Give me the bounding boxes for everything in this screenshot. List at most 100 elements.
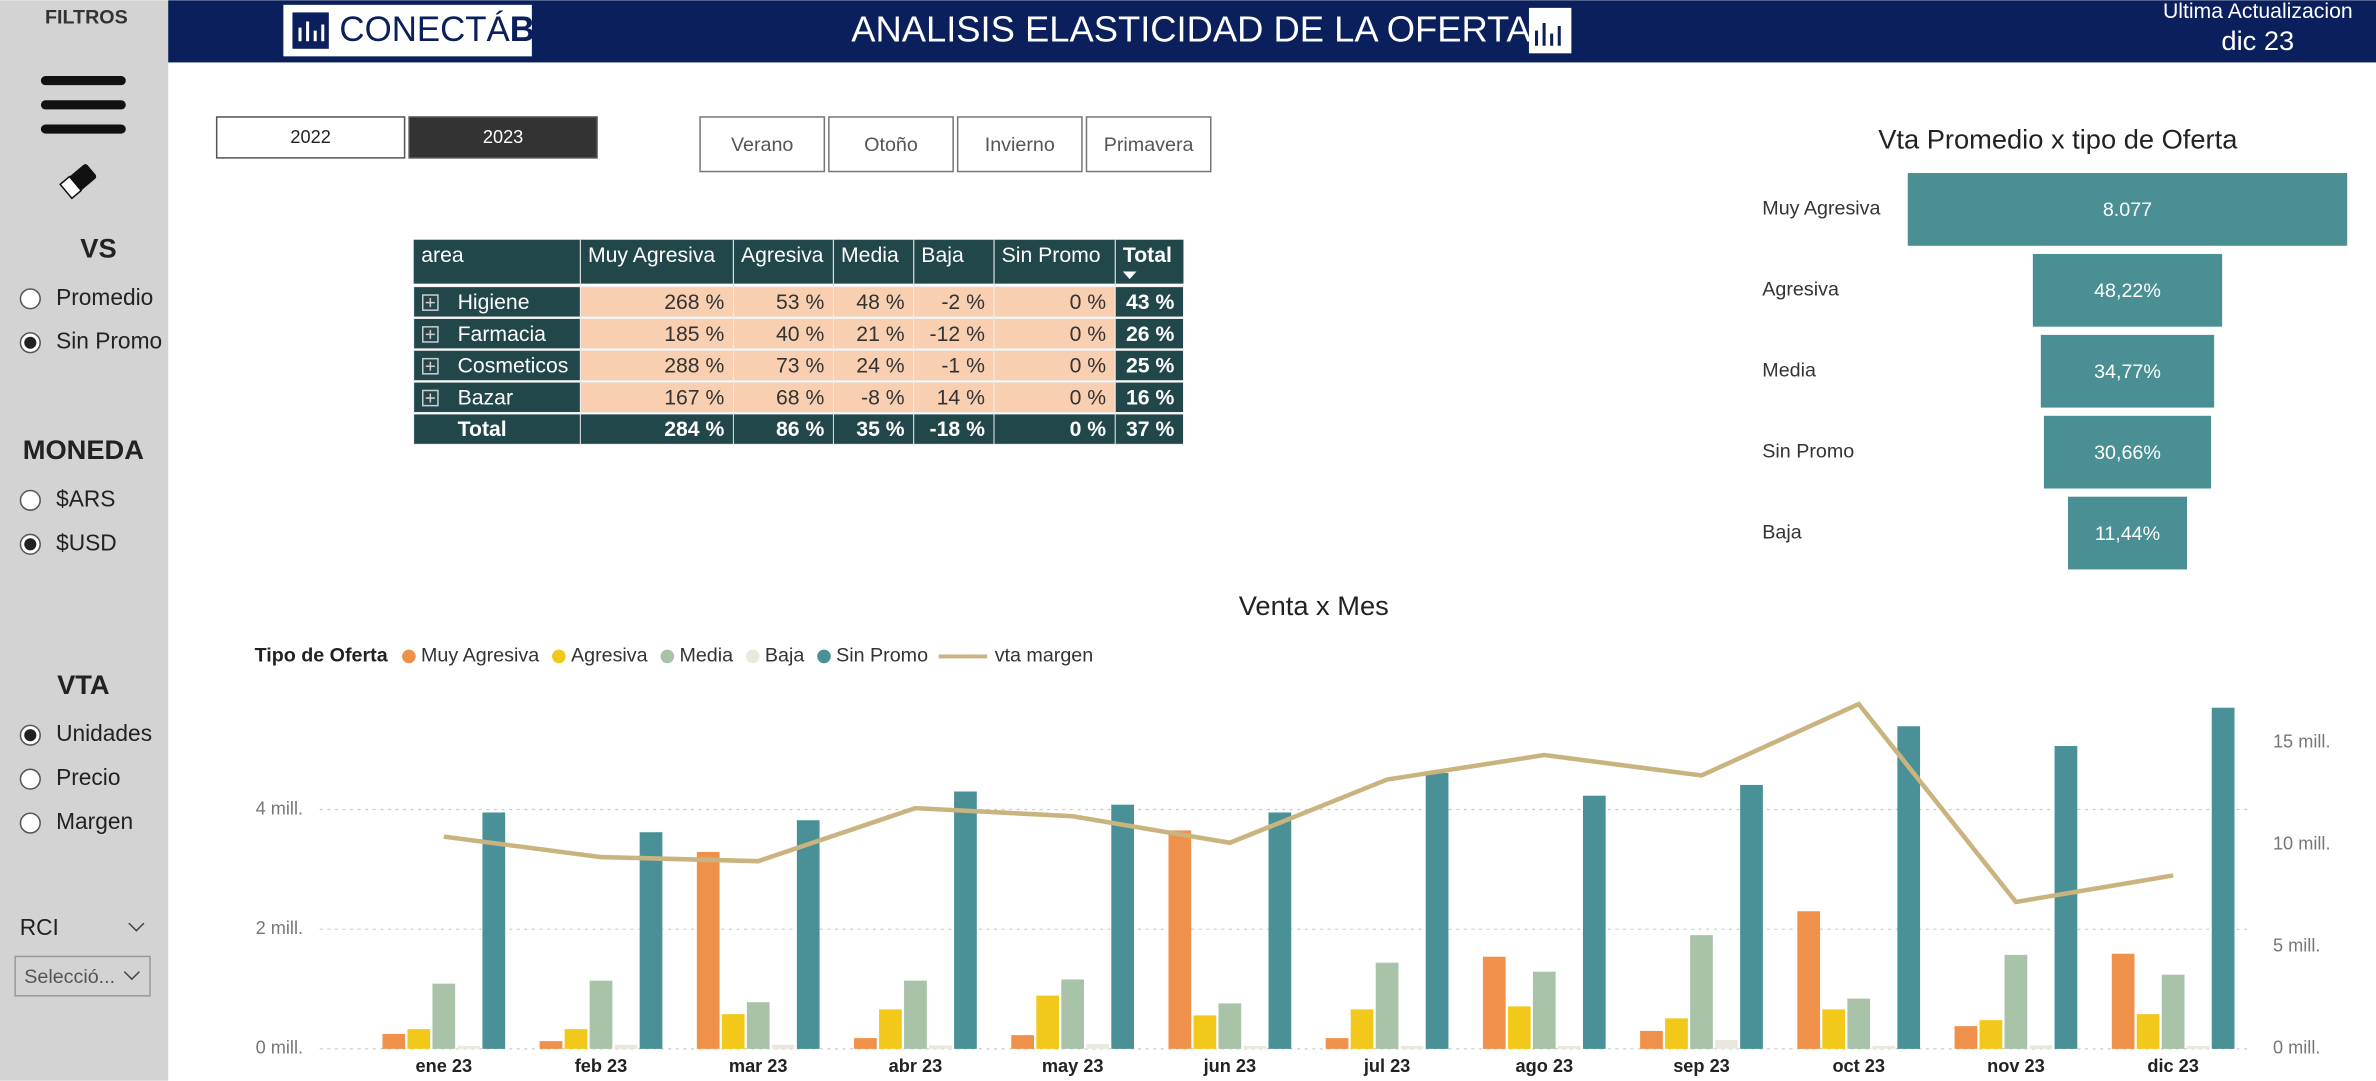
table-row-label: Farmacia [458, 323, 547, 346]
table-cell [413, 318, 581, 350]
radio-button[interactable] [19, 288, 41, 310]
season-button[interactable] [956, 116, 1083, 173]
bar [2211, 707, 2235, 1049]
legend-marker [402, 649, 416, 664]
table-value: 0 % [1070, 291, 1107, 314]
radio-label[interactable]: Precio [56, 764, 120, 790]
year-label: 2023 [483, 127, 523, 147]
bar [382, 1033, 406, 1049]
table-value: 268 % [664, 291, 724, 314]
funnel-value-label: 8.077 [2103, 199, 2152, 221]
menu-icon[interactable] [40, 76, 126, 134]
x-tick-label: feb 23 [575, 1056, 628, 1076]
bar [1872, 1045, 1896, 1049]
table-cell [993, 413, 1116, 445]
table-header: Total [1123, 244, 1172, 267]
radio-label[interactable]: $USD [56, 529, 117, 555]
table-value: 14 % [937, 386, 985, 409]
filter-group-title: VS [80, 233, 116, 264]
radio-label[interactable]: Promedio [56, 284, 153, 310]
table-header: Muy Agresiva [588, 244, 715, 267]
year-button[interactable] [408, 116, 598, 159]
line-series [443, 701, 2174, 905]
bar [1822, 1009, 1846, 1049]
filter-group-title: VTA [57, 669, 110, 700]
dropdown[interactable] [14, 955, 151, 997]
bar [2054, 746, 2078, 1049]
year-button[interactable] [215, 116, 406, 159]
table-cell [732, 286, 834, 318]
table-value: 73 % [776, 355, 824, 378]
legend-label[interactable]: Baja [765, 645, 804, 667]
table-value: 26 % [1126, 323, 1174, 346]
radio-label[interactable]: $ARS [56, 485, 115, 511]
legend-label[interactable]: Agresiva [571, 645, 648, 667]
table-cell [913, 349, 995, 382]
chevron [123, 971, 140, 981]
legend-label[interactable]: vta margen [995, 645, 1094, 667]
x-tick-label: oct 23 [1832, 1056, 1885, 1076]
radio-label[interactable]: Unidades [56, 720, 152, 746]
table-cell [732, 349, 834, 382]
bar [564, 1029, 588, 1049]
table-cell [732, 318, 834, 350]
season-button[interactable] [828, 116, 954, 173]
table-value: 68 % [776, 386, 824, 409]
expand-icon[interactable] [422, 326, 439, 343]
x-tick-label: jul 23 [1363, 1056, 1410, 1076]
bar [854, 1038, 877, 1049]
funnel-category: Muy Agresiva [1762, 198, 1880, 220]
expand-icon[interactable] [422, 294, 439, 311]
season-button[interactable] [1085, 116, 1212, 173]
y-tick-label: 0 mill. [256, 1038, 303, 1058]
legend-label[interactable]: Media [679, 645, 733, 667]
brand-logo [283, 4, 532, 57]
bar [746, 1002, 770, 1049]
legend-label[interactable]: Sin Promo [836, 645, 928, 667]
table-cell [579, 286, 734, 318]
radio-label[interactable]: Margen [56, 808, 133, 834]
funnel-bar [1907, 173, 2348, 246]
bar [1375, 962, 1399, 1049]
bar [1507, 1006, 1531, 1049]
table-value: 48 % [856, 291, 904, 314]
expand-icon[interactable] [422, 357, 439, 375]
radio-button[interactable] [19, 812, 41, 834]
table-value: 43 % [1126, 291, 1174, 314]
table-row-label: Cosmeticos [458, 355, 569, 378]
radio-button[interactable] [19, 489, 41, 511]
bar [721, 1014, 745, 1049]
bar [1797, 911, 1821, 1049]
brand: CONECTÁ [339, 10, 510, 49]
legend-marker [660, 649, 675, 664]
bar [639, 832, 663, 1049]
bar [2136, 1014, 2160, 1049]
title-icon [1528, 7, 1572, 54]
filter-group-title: MONEDA [23, 434, 144, 465]
expand-plus [425, 361, 435, 371]
bar [1400, 1045, 1424, 1049]
legend-label[interactable]: Muy Agresiva [421, 645, 539, 667]
table-value: 86 % [776, 418, 824, 441]
radio-button[interactable] [19, 768, 41, 790]
bar [1482, 956, 1506, 1049]
table-cell [832, 413, 915, 445]
table-value: 35 % [856, 418, 904, 441]
bar [1979, 1020, 2003, 1049]
table-cell [1114, 286, 1184, 318]
y-tick-label: 4 mill. [256, 798, 303, 818]
radio-label[interactable]: Sin Promo [56, 328, 162, 354]
funnel-bar [2067, 496, 2188, 570]
season-label: Invierno [985, 134, 1055, 156]
bar [1532, 971, 1556, 1049]
eraser-icon[interactable] [59, 163, 97, 200]
table-value: 53 % [776, 291, 824, 314]
season-button[interactable] [699, 116, 826, 173]
expand-icon[interactable] [422, 389, 439, 407]
legend-marker [745, 649, 760, 664]
bar [796, 820, 820, 1049]
x-tick-label: jun 23 [1203, 1056, 1257, 1076]
y2-tick-label: 15 mill. [2273, 732, 2331, 752]
table-cell [579, 318, 734, 350]
